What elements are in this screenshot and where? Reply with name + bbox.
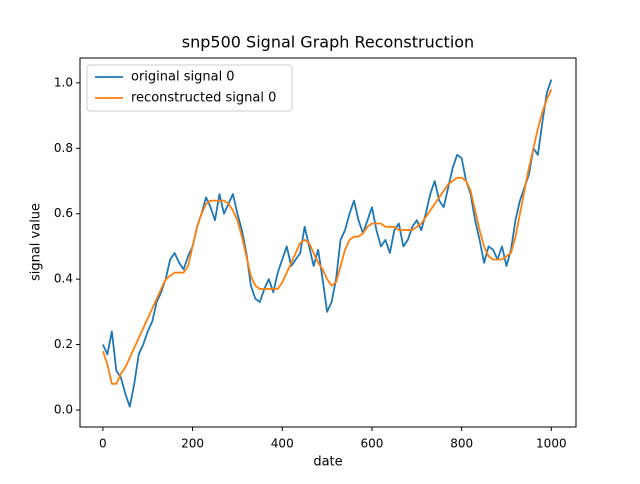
legend-box <box>86 64 293 112</box>
x-tick-label: 600 <box>360 437 383 451</box>
legend-label: original signal 0 <box>131 70 235 85</box>
y-tick-label: 1.0 <box>54 75 73 89</box>
chart-title: snp500 Signal Graph Reconstruction <box>182 33 474 52</box>
x-tick-label: 200 <box>181 437 204 451</box>
legend: original signal 0 reconstructed signal 0 <box>86 64 293 112</box>
series-line <box>102 89 553 385</box>
series-line <box>102 79 553 408</box>
legend-label: reconstructed signal 0 <box>131 91 276 106</box>
x-tick-label: 1000 <box>536 437 567 451</box>
plot-area <box>102 79 553 408</box>
y-tick-label: 0.6 <box>54 206 73 220</box>
axes-frame <box>79 57 577 428</box>
x-tick-label: 0 <box>99 437 107 451</box>
y-tick-label: 0.0 <box>54 402 73 416</box>
y-axis-label: signal value <box>29 203 44 281</box>
x-tick-label: 400 <box>271 437 294 451</box>
y-tick-label: 0.8 <box>54 141 73 155</box>
y-tick-label: 0.2 <box>54 337 73 351</box>
y-tick-label: 0.4 <box>54 272 73 286</box>
x-tick-label: 800 <box>450 437 473 451</box>
x-axis-label: date <box>313 455 342 470</box>
